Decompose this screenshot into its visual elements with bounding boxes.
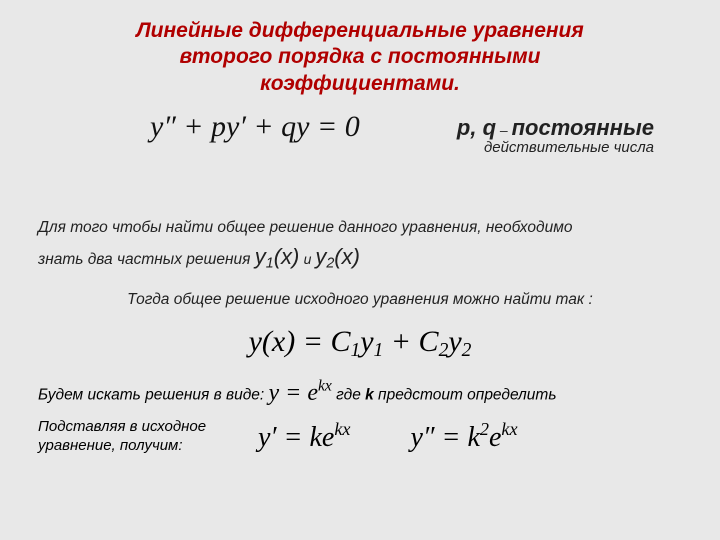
- title-line-1: Линейные дифференциальные уравнения: [136, 19, 584, 42]
- pq-const: постоянные: [512, 115, 654, 140]
- y1-fn: y1(x): [255, 244, 300, 269]
- deriv-eq-1: y′ = kekx: [258, 419, 350, 454]
- pq-dash: –: [496, 122, 512, 138]
- seek-text-c: предстоит определить: [374, 387, 557, 404]
- derivative-row: Подставляя в исходное уравнение, получим…: [38, 417, 682, 456]
- para1-line-a: Для того чтобы найти общее решение данно…: [38, 219, 572, 236]
- deriv-caption: Подставляя в исходное уравнение, получим…: [38, 417, 238, 456]
- slide: Линейные дифференциальные уравнения втор…: [0, 0, 720, 540]
- main-equation: y″ + py′ + qy = 0: [150, 110, 360, 144]
- seek-text-b: где: [336, 387, 365, 404]
- general-solution-equation: y(x) = C1y1 + C2y2: [38, 325, 682, 362]
- paragraph-1: Для того чтобы найти общее решение данно…: [38, 216, 682, 275]
- paragraph-2: Тогда общее решение исходного уравнения …: [38, 288, 682, 312]
- seek-line: Будем искать решения в виде: y = ekx где…: [38, 377, 682, 406]
- seek-k: k: [365, 387, 374, 404]
- deriv-eq-2: y″ = k2ekx: [410, 419, 517, 454]
- deriv-equations: y′ = kekx y″ = k2ekx: [238, 419, 682, 454]
- seek-equation: y = ekx: [269, 380, 332, 406]
- slide-title: Линейные дифференциальные уравнения втор…: [38, 18, 682, 97]
- pq-note: p, q – постоянные действительные числа: [38, 115, 682, 156]
- title-line-2: второго порядка с постоянными: [180, 45, 541, 68]
- para1-line-b: знать два частных решения: [38, 251, 255, 268]
- and-word: и: [304, 251, 316, 267]
- y2-fn: y2(x): [315, 244, 360, 269]
- pq-vars: p, q: [457, 115, 496, 140]
- seek-text-a: Будем искать решения в виде:: [38, 387, 269, 404]
- title-line-3: коэффициентами.: [260, 72, 460, 95]
